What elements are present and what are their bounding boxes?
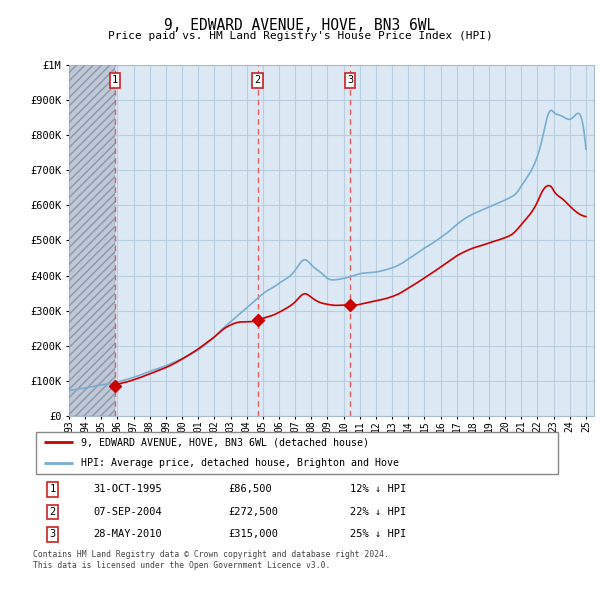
Text: HPI: Average price, detached house, Brighton and Hove: HPI: Average price, detached house, Brig… xyxy=(80,458,398,468)
Text: £315,000: £315,000 xyxy=(229,529,278,539)
Text: 9, EDWARD AVENUE, HOVE, BN3 6WL (detached house): 9, EDWARD AVENUE, HOVE, BN3 6WL (detache… xyxy=(80,437,368,447)
Text: 25% ↓ HPI: 25% ↓ HPI xyxy=(350,529,406,539)
Text: 2: 2 xyxy=(49,507,56,517)
Text: 12% ↓ HPI: 12% ↓ HPI xyxy=(350,484,406,494)
Text: 28-MAY-2010: 28-MAY-2010 xyxy=(94,529,163,539)
Bar xyxy=(69,65,115,416)
Bar xyxy=(69,65,115,416)
Text: 07-SEP-2004: 07-SEP-2004 xyxy=(94,507,163,517)
Text: 31-OCT-1995: 31-OCT-1995 xyxy=(94,484,163,494)
Text: 3: 3 xyxy=(49,529,56,539)
Text: Contains HM Land Registry data © Crown copyright and database right 2024.: Contains HM Land Registry data © Crown c… xyxy=(33,550,389,559)
Text: 1: 1 xyxy=(112,76,118,86)
Text: £272,500: £272,500 xyxy=(229,507,278,517)
Text: 3: 3 xyxy=(347,76,353,86)
Text: Price paid vs. HM Land Registry's House Price Index (HPI): Price paid vs. HM Land Registry's House … xyxy=(107,31,493,41)
Text: 2: 2 xyxy=(254,76,260,86)
Text: 22% ↓ HPI: 22% ↓ HPI xyxy=(350,507,406,517)
Text: 1: 1 xyxy=(49,484,56,494)
FancyBboxPatch shape xyxy=(35,432,559,474)
Text: 9, EDWARD AVENUE, HOVE, BN3 6WL: 9, EDWARD AVENUE, HOVE, BN3 6WL xyxy=(164,18,436,32)
Text: This data is licensed under the Open Government Licence v3.0.: This data is licensed under the Open Gov… xyxy=(33,560,331,569)
Text: £86,500: £86,500 xyxy=(229,484,272,494)
